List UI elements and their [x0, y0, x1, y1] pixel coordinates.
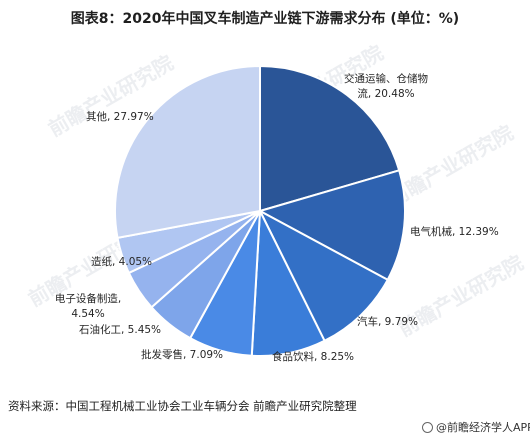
slice-label: 汽车, 9.79%	[357, 315, 418, 328]
slice-label: 其他, 27.97%	[86, 110, 154, 123]
slice-label: 批发零售, 7.09%	[141, 348, 223, 361]
chart-title: 图表8：2020年中国叉车制造产业链下游需求分布 (单位：%)	[70, 11, 460, 27]
pie-slice	[257, 208, 390, 343]
slice-label: 石油化工, 5.45%	[79, 323, 161, 336]
pie-slice	[114, 64, 261, 240]
pie-chart: 交通运输、仓储物流, 20.48% 电气机械, 12.39% 汽车, 9.79% 食品…	[55, 64, 499, 363]
slice-label: 电子设备制造, 4.54%	[55, 292, 121, 320]
pie-slice	[259, 64, 401, 213]
slice-label: 造纸, 4.05%	[91, 255, 152, 268]
source-note: 资料来源：中国工程机械工业协会工业车辆分会 前瞻产业研究院整理	[8, 399, 357, 413]
slice-label: 交通运输、仓储物流, 20.48%	[344, 72, 428, 100]
slice-label: 食品饮料, 8.25%	[272, 350, 354, 363]
brand-credit: @前瞻经济学人APP	[422, 419, 530, 435]
brand-logo-icon	[422, 422, 433, 433]
pie-slice	[257, 169, 406, 282]
brand-text: @前瞻经济学人APP	[436, 421, 530, 434]
slice-label: 电气机械, 12.39%	[410, 225, 499, 238]
